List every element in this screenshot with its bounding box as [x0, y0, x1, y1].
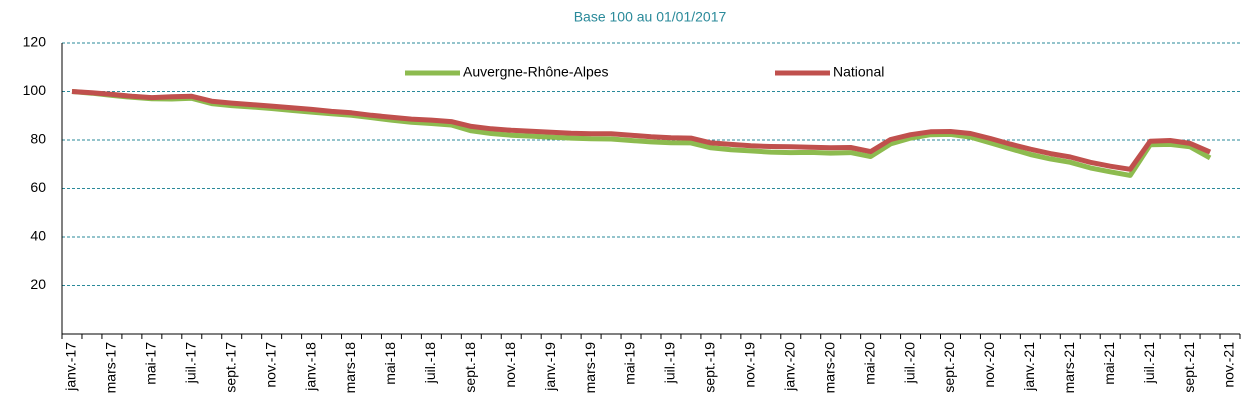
x-tick-label: janv.-21	[1021, 342, 1037, 392]
x-tick-label: janv.-18	[302, 342, 318, 392]
x-tick-label: sept.-18	[462, 342, 478, 393]
x-tick-label: mai-20	[861, 342, 877, 385]
y-tick-label: 60	[30, 179, 46, 195]
x-tick-label: mai-18	[382, 342, 398, 385]
x-tick-label: juil.-19	[662, 342, 678, 384]
legend-label: Auvergne-Rhône-Alpes	[463, 64, 609, 80]
x-tick-label: janv.-20	[781, 342, 797, 392]
x-tick-label: janv.-19	[542, 342, 558, 392]
x-tick-label: nov.-21	[1221, 342, 1237, 388]
x-tick-label: juil.-18	[422, 342, 438, 384]
x-tick-label: sept.-17	[222, 342, 238, 393]
x-tick-label: mai-21	[1101, 342, 1117, 385]
y-tick-label: 80	[30, 131, 46, 147]
x-tick-label: juil.-17	[182, 342, 198, 384]
x-tick-label: sept.-19	[702, 342, 718, 393]
x-tick-label: mars-19	[582, 342, 598, 394]
x-tick-label: nov.-18	[502, 342, 518, 388]
x-tick-label: nov.-17	[262, 342, 278, 388]
x-tick-label: mars-20	[821, 342, 837, 394]
y-tick-label: 100	[23, 82, 47, 98]
x-tick-label: nov.-20	[981, 342, 997, 388]
x-tick-label: juil.-21	[1141, 342, 1157, 384]
x-tick-label: sept.-21	[1181, 342, 1197, 393]
x-tick-label: mars-18	[342, 342, 358, 394]
legend-label: National	[833, 64, 884, 80]
y-tick-label: 20	[30, 276, 46, 292]
y-tick-label: 120	[23, 34, 47, 50]
x-tick-label: janv.-17	[63, 342, 79, 392]
y-tick-label: 40	[30, 228, 46, 244]
x-tick-label: sept.-20	[941, 342, 957, 393]
x-tick-label: nov.-19	[742, 342, 758, 388]
chart-title: Base 100 au 01/01/2017	[574, 9, 727, 25]
x-tick-label: mars-21	[1061, 342, 1077, 394]
x-tick-label: juil.-20	[901, 342, 917, 384]
x-tick-label: mai-17	[143, 342, 159, 385]
line-series	[71, 89, 1212, 172]
x-tick-label: mai-19	[622, 342, 638, 385]
x-tick-label: mars-17	[103, 342, 119, 394]
